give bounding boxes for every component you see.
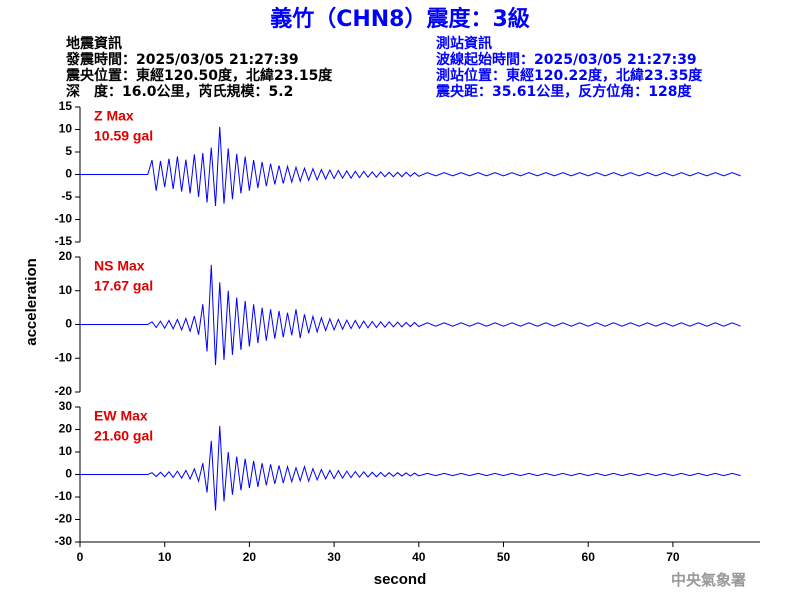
y-tick-label: 20 (59, 422, 73, 436)
y-tick-label: 0 (65, 467, 72, 481)
x-tick-label: 10 (158, 550, 172, 564)
waveform (80, 264, 741, 366)
y-tick-label: -10 (55, 212, 73, 226)
waveform (80, 425, 741, 511)
max-label: 17.67 gal (94, 278, 153, 294)
y-tick-label: 30 (59, 399, 73, 413)
max-label: NS Max (94, 258, 145, 274)
y-tick-label: 10 (59, 444, 73, 458)
y-tick-label: -10 (55, 350, 73, 364)
info-line: 測站位置：東經120.22度，北緯23.35度 (436, 67, 703, 84)
waveform (80, 126, 741, 207)
x-tick-label: 0 (77, 550, 84, 564)
y-tick-label: -10 (55, 489, 73, 503)
y-tick-label: 0 (65, 317, 72, 331)
x-tick-label: 70 (666, 550, 680, 564)
y-axis-label: acceleration (23, 258, 40, 346)
y-tick-label: 5 (65, 144, 72, 158)
chart-title: 義竹（CHN8）震度：3級 (270, 6, 530, 32)
y-tick-label: -20 (55, 512, 73, 526)
y-tick-label: -15 (55, 234, 73, 248)
x-tick-label: 30 (327, 550, 341, 564)
x-axis-label: second (374, 571, 427, 588)
y-tick-label: 0 (65, 167, 72, 181)
credit: 中央氣象署 (671, 571, 746, 589)
max-label: EW Max (94, 408, 148, 424)
max-label: 10.59 gal (94, 128, 153, 144)
y-tick-label: 10 (59, 283, 73, 297)
y-tick-label: -5 (61, 189, 72, 203)
x-tick-label: 50 (497, 550, 511, 564)
x-tick-label: 60 (582, 550, 596, 564)
y-tick-label: -30 (55, 534, 73, 548)
max-label: 21.60 gal (94, 428, 153, 444)
y-tick-label: 20 (59, 249, 73, 263)
info-line: 地震資訊 (66, 35, 122, 52)
y-tick-label: 10 (59, 122, 73, 136)
info-line: 震央距：35.61公里，反方位角：128度 (435, 83, 693, 100)
x-tick-label: 40 (412, 550, 426, 564)
y-tick-label: -20 (55, 384, 73, 398)
info-line: 測站資訊 (436, 35, 492, 52)
y-tick-label: 15 (59, 99, 73, 113)
info-line: 深 度：16.0公里，芮氏規模：5.2 (66, 83, 293, 100)
x-tick-label: 20 (243, 550, 257, 564)
max-label: Z Max (94, 108, 134, 124)
info-line: 波線起始時間：2025/03/05 21:27:39 (436, 51, 697, 68)
info-line: 發震時間：2025/03/05 21:27:39 (65, 51, 299, 68)
info-line: 震央位置：東經120.50度，北緯23.15度 (65, 67, 333, 84)
